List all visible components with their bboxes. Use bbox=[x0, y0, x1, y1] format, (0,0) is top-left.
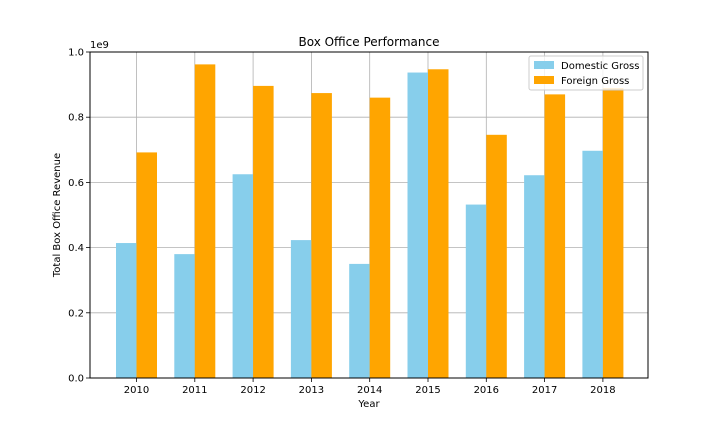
bar-domestic-2013 bbox=[290, 240, 312, 378]
legend-label: Foreign Gross bbox=[561, 76, 629, 87]
bar-domestic-2014 bbox=[349, 263, 370, 378]
bar-domestic-2018 bbox=[582, 150, 603, 378]
y-tick-label: 1.0 bbox=[68, 48, 84, 59]
bars bbox=[116, 64, 624, 379]
y-tick-label: 0.4 bbox=[68, 243, 84, 254]
bar-foreign-2016 bbox=[486, 134, 507, 378]
bar-domestic-2017 bbox=[524, 175, 545, 378]
bar-domestic-2016 bbox=[465, 204, 487, 378]
x-tick-label: 2018 bbox=[590, 385, 615, 396]
bar-foreign-2018 bbox=[602, 88, 624, 378]
x-tick-label: 2010 bbox=[124, 385, 149, 396]
bar-foreign-2015 bbox=[428, 69, 449, 378]
legend-box bbox=[528, 55, 644, 91]
x-tick-label: 2014 bbox=[357, 385, 382, 396]
x-tick-label: 2016 bbox=[474, 385, 499, 396]
legend: Domestic Gross Foreign Gross bbox=[528, 55, 644, 91]
chart-title: Box Office Performance bbox=[298, 35, 439, 49]
bar-foreign-2014 bbox=[369, 97, 391, 378]
y-axis-scale-note: 1e9 bbox=[90, 40, 109, 51]
legend-swatch bbox=[534, 61, 554, 69]
bar-foreign-2017 bbox=[544, 94, 566, 378]
y-tick-label: 0.8 bbox=[68, 113, 84, 124]
x-tick-label: 2012 bbox=[240, 385, 265, 396]
bar-foreign-2013 bbox=[311, 93, 332, 379]
x-tick-label: 2013 bbox=[299, 385, 324, 396]
bar-domestic-2010 bbox=[116, 243, 137, 378]
x-axis-label: Year bbox=[357, 399, 380, 410]
bar-domestic-2015 bbox=[407, 72, 428, 379]
bar-foreign-2010 bbox=[136, 152, 157, 378]
x-tick-label: 2011 bbox=[182, 385, 207, 396]
bar-foreign-2011 bbox=[194, 64, 216, 378]
y-tick-label: 0.0 bbox=[68, 374, 84, 385]
y-tick-label: 0.2 bbox=[68, 308, 84, 319]
y-tick-label: 0.6 bbox=[68, 178, 84, 189]
y-axis-label: Total Box Office Revenue bbox=[52, 153, 63, 278]
legend-swatch bbox=[534, 76, 554, 84]
x-tick-label: 2017 bbox=[532, 385, 557, 396]
bar-domestic-2011 bbox=[174, 254, 195, 378]
x-tick-label: 2015 bbox=[415, 385, 440, 396]
plot-frame bbox=[89, 51, 649, 379]
ticks: 0.0 0.2 0.4 0.6 0.8 1.0 2010 2011 2012 2013 2014 20… bbox=[68, 48, 616, 397]
bar-foreign-2012 bbox=[253, 85, 274, 379]
bar-domestic-2012 bbox=[232, 174, 254, 378]
legend-label: Domestic Gross bbox=[561, 61, 639, 72]
